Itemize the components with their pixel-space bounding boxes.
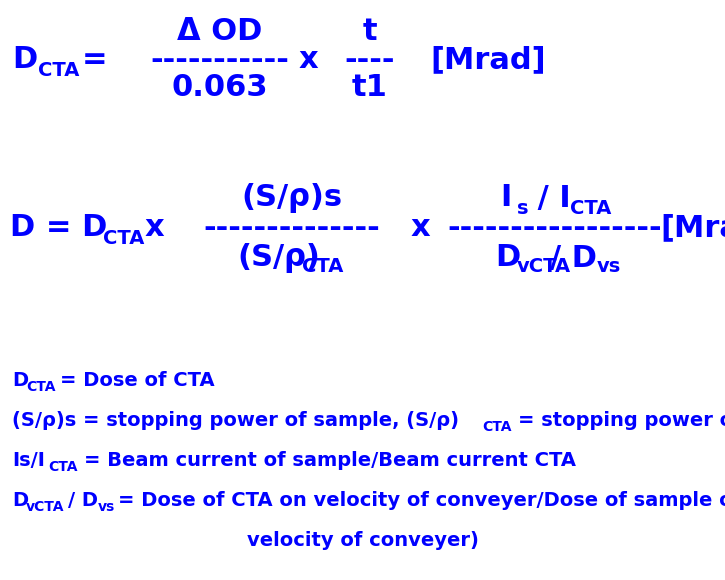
- Text: = Beam current of sample/Beam current CTA: = Beam current of sample/Beam current CT…: [84, 451, 576, 469]
- Text: = Dose of CTA on velocity of conveyer/Dose of sample on: = Dose of CTA on velocity of conveyer/Do…: [118, 491, 725, 509]
- Text: = Dose of CTA: = Dose of CTA: [60, 371, 215, 390]
- Text: CTA: CTA: [302, 256, 344, 276]
- Text: t: t: [362, 17, 377, 46]
- Text: vs: vs: [597, 256, 621, 276]
- Text: D: D: [12, 45, 37, 74]
- Text: -----------------: -----------------: [447, 213, 663, 242]
- Text: CTA: CTA: [48, 460, 78, 474]
- Text: / I: / I: [527, 183, 571, 212]
- Text: -----------: -----------: [151, 45, 289, 74]
- Text: (S/ρ)s = stopping power of sample, (S/ρ): (S/ρ)s = stopping power of sample, (S/ρ): [12, 411, 459, 430]
- Text: D: D: [495, 244, 521, 273]
- Text: / D: / D: [550, 244, 597, 273]
- Text: Is/I: Is/I: [12, 451, 45, 469]
- Text: 0.063: 0.063: [172, 74, 268, 103]
- Text: D: D: [12, 371, 28, 390]
- Text: t1: t1: [352, 74, 388, 103]
- Text: vCTA: vCTA: [517, 256, 571, 276]
- Text: CTA: CTA: [38, 60, 79, 79]
- Text: vCTA: vCTA: [26, 500, 65, 514]
- Text: D: D: [12, 491, 28, 509]
- Text: vs: vs: [98, 500, 115, 514]
- Text: [Mrad]: [Mrad]: [660, 213, 725, 242]
- Text: [Mrad]: [Mrad]: [430, 45, 546, 74]
- Text: s: s: [517, 198, 529, 218]
- Text: / D: / D: [68, 491, 98, 509]
- Text: velocity of conveyer): velocity of conveyer): [247, 531, 478, 549]
- Text: CTA: CTA: [26, 380, 56, 394]
- Text: (S/ρ): (S/ρ): [237, 243, 320, 273]
- Text: (S/ρ)s: (S/ρ)s: [241, 183, 342, 213]
- Text: CTA: CTA: [570, 198, 611, 218]
- Text: =: =: [82, 45, 107, 74]
- Text: Δ OD: Δ OD: [178, 17, 262, 46]
- Text: = stopping power of CTA: = stopping power of CTA: [518, 411, 725, 430]
- Text: CTA: CTA: [103, 229, 144, 248]
- Text: CTA: CTA: [482, 420, 512, 434]
- Text: x: x: [145, 213, 165, 242]
- Text: ----: ----: [345, 45, 395, 74]
- Text: --------------: --------------: [204, 213, 381, 242]
- Text: x: x: [410, 213, 430, 242]
- Text: D = D: D = D: [10, 213, 107, 242]
- Text: x: x: [298, 45, 318, 74]
- Text: I: I: [500, 183, 511, 212]
